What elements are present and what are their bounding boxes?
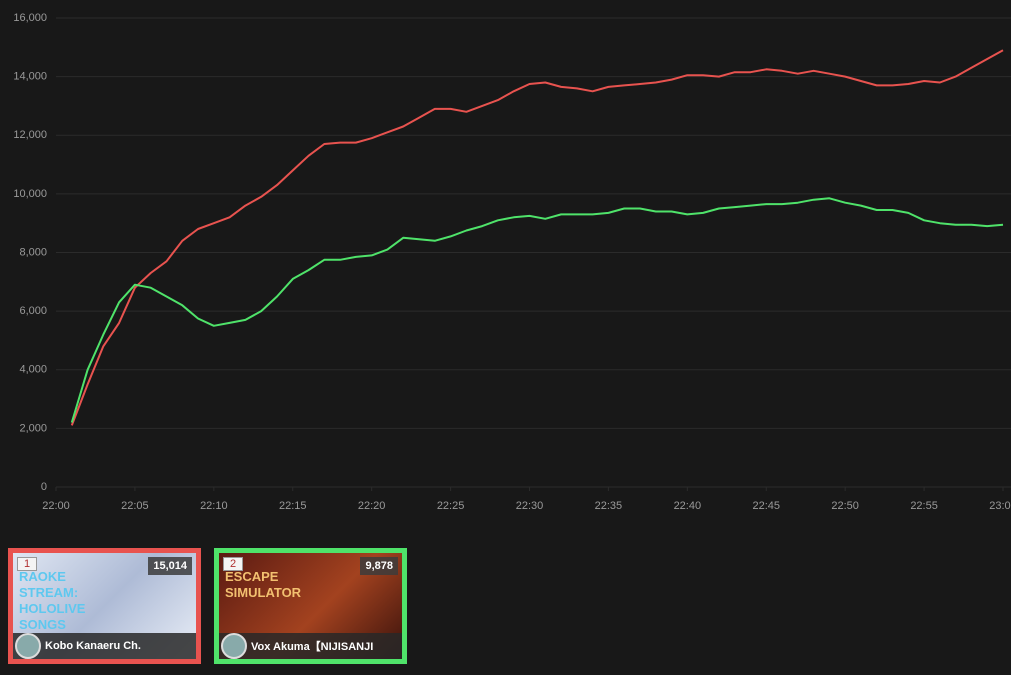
y-tick-label: 4,000 bbox=[19, 364, 47, 376]
x-tick-label: 22:15 bbox=[279, 500, 307, 512]
y-tick-label: 16,000 bbox=[13, 12, 47, 24]
chart: 0 2,000 4,000 6,000 8,000 10,000 12,000 14,000 1… bbox=[13, 12, 1011, 512]
x-tick-label: 22:25 bbox=[437, 500, 465, 512]
series-line bbox=[70, 49, 1004, 426]
current-viewers: 9,878 bbox=[360, 557, 398, 575]
y-tick-label: 12,000 bbox=[13, 129, 47, 141]
x-tick-label: 22:55 bbox=[910, 500, 938, 512]
x-tick-label: 22:00 bbox=[42, 500, 70, 512]
channel-card[interactable]: RAOKE STREAM: HOLOLIVE SONGS 1 15,014 Kobo … bbox=[8, 548, 201, 664]
y-tick-label: 6,000 bbox=[19, 305, 47, 317]
channel-card[interactable]: ESCAPE SIMULATOR 2 9,878 Vox Akuma【NIJISANJ… bbox=[214, 548, 407, 664]
legend-label: Vox Akuma【NIJISANJI bbox=[251, 641, 374, 653]
x-tick-label: 22:35 bbox=[595, 500, 623, 512]
avatar bbox=[221, 633, 247, 659]
avatar bbox=[15, 633, 41, 659]
legend-label: Kobo Kanaeru Ch. bbox=[45, 640, 141, 652]
series-line bbox=[70, 197, 1004, 423]
rank: 2 bbox=[223, 557, 244, 571]
channel-bar: Kobo Kanaeru Ch. bbox=[13, 633, 196, 659]
x-tick-label: 22:20 bbox=[358, 500, 386, 512]
x-tick-label: 22:30 bbox=[516, 500, 544, 512]
y-tick-label: 10,000 bbox=[13, 188, 47, 200]
channel-bar: Vox Akuma【NIJISANJI bbox=[219, 633, 402, 659]
thumbnail-text: ESCAPE SIMULATOR bbox=[225, 569, 302, 600]
x-tick-label: 22:10 bbox=[200, 500, 228, 512]
thumbnail-text: RAOKE STREAM: HOLOLIVE SONGS bbox=[19, 569, 86, 632]
rank: 1 bbox=[17, 557, 38, 571]
x-tick-label: 23:00 bbox=[989, 500, 1011, 512]
x-tick-label: 22:50 bbox=[831, 500, 859, 512]
x-tick-label: 22:45 bbox=[752, 500, 780, 512]
current-viewers: 15,014 bbox=[148, 557, 192, 575]
x-tick-label: 22:05 bbox=[121, 500, 149, 512]
y-tick-label: 0 bbox=[41, 481, 47, 493]
y-tick-label: 14,000 bbox=[13, 71, 47, 83]
legend: RAOKE STREAM: HOLOLIVE SONGS 1 15,014 Kobo … bbox=[8, 548, 407, 664]
x-tick-label: 22:40 bbox=[674, 500, 702, 512]
y-tick-label: 2,000 bbox=[19, 422, 47, 434]
y-tick-label: 8,000 bbox=[19, 246, 47, 258]
